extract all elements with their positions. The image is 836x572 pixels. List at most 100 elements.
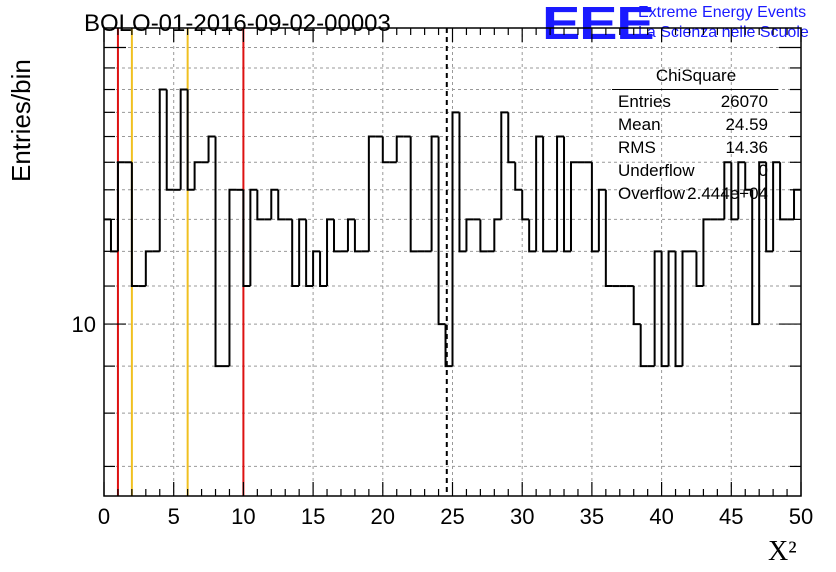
histogram-bin — [130, 162, 139, 288]
x-tick-label: 25 — [440, 504, 464, 529]
stats-value: 14.36 — [725, 138, 768, 157]
histogram-bin — [451, 111, 460, 367]
histogram-bin — [277, 189, 286, 221]
histogram-bin — [109, 219, 118, 253]
x-tick-label: 50 — [789, 504, 813, 529]
histogram-bin — [521, 189, 530, 221]
y-axis-label: Entries/bin — [6, 59, 36, 182]
histogram-bin — [458, 112, 467, 253]
x-tick-label: 5 — [168, 504, 180, 529]
histogram-bin — [333, 219, 341, 253]
histogram-bin — [326, 218, 335, 287]
histogram-bin — [563, 136, 571, 253]
histogram-bin — [298, 218, 307, 287]
histogram-bin — [542, 136, 551, 253]
histogram-bin — [639, 324, 648, 368]
histogram-bin — [597, 188, 606, 252]
histogram-bin — [346, 218, 355, 252]
x-tick-label: 0 — [98, 504, 110, 529]
histogram-bin — [493, 218, 502, 252]
histogram-bin — [779, 162, 788, 221]
histogram-bin — [772, 161, 781, 252]
histogram-bin — [437, 136, 446, 326]
x-axis-label: X² — [768, 536, 797, 568]
histogram-bin — [702, 218, 711, 287]
histogram-bin — [179, 88, 188, 190]
histogram-bin — [744, 162, 753, 191]
logo-subtitle-line1: Extreme Energy Events — [638, 4, 807, 21]
x-tick-label: 15 — [301, 504, 325, 529]
histogram-bin — [730, 162, 739, 221]
histogram-bin — [514, 162, 523, 191]
histogram-bin — [158, 88, 167, 252]
histogram-bin — [507, 112, 516, 164]
histogram-bin — [395, 135, 404, 163]
stats-key: Entries — [618, 92, 671, 111]
histogram-bin — [305, 219, 314, 288]
histogram-bin — [556, 135, 565, 252]
histogram-bin — [737, 161, 746, 220]
histogram-bin — [758, 161, 767, 325]
histogram-bin — [214, 136, 223, 368]
histogram-bin — [319, 251, 328, 288]
x-tick-label: 20 — [371, 504, 395, 529]
histogram-bin — [291, 219, 300, 288]
x-tick-label: 35 — [580, 504, 604, 529]
histogram-bin — [381, 136, 390, 164]
stats-box: ChiSquare Entries 26070 Mean 24.59 RMS 1… — [612, 64, 782, 206]
stats-value: 2.444e+04 — [687, 184, 768, 203]
histogram-bin — [590, 162, 599, 253]
histogram-bin — [353, 219, 362, 253]
histogram-bin — [695, 251, 704, 288]
x-axis-label-text: X² — [768, 536, 797, 567]
histogram-bin — [409, 136, 418, 253]
histogram-bin — [207, 135, 216, 163]
histogram-bin — [444, 324, 453, 368]
histogram-bin — [256, 189, 265, 221]
stats-value: 26070 — [720, 92, 768, 111]
histogram-bin — [465, 218, 474, 252]
histogram-bin — [674, 251, 683, 368]
stats-value: 24.59 — [725, 115, 768, 134]
histogram-bin — [681, 250, 690, 367]
histogram-bin — [765, 162, 774, 253]
chart-title: BOLO-01-2016-09-02-00003 — [84, 10, 391, 37]
histogram-bin — [312, 250, 321, 287]
histogram-bin — [430, 135, 439, 252]
histogram-bin — [186, 89, 195, 191]
x-tick-label: 10 — [231, 504, 255, 529]
histogram-bin — [569, 161, 578, 252]
histogram-bin — [528, 219, 537, 253]
x-tick-label: 40 — [649, 504, 673, 529]
histogram-bin — [500, 111, 509, 220]
histogram-bin — [667, 250, 676, 367]
x-tick-label: 30 — [510, 504, 534, 529]
histogram-bin — [270, 188, 279, 220]
histogram-bin — [367, 135, 376, 252]
histogram-bin — [144, 250, 153, 287]
histogram-bin — [165, 89, 174, 191]
histogram-bin — [116, 161, 125, 252]
histogram-bin — [793, 188, 801, 220]
histogram-bin — [632, 286, 641, 326]
histogram-bin — [535, 135, 544, 252]
eee-logo: EEE — [542, 0, 655, 49]
histogram-bin — [228, 188, 237, 367]
stats-value: 0 — [758, 161, 768, 180]
histogram-bin — [751, 189, 760, 326]
y-tick-label: 10 — [72, 312, 96, 337]
histogram-bin — [723, 161, 732, 220]
stats-title: ChiSquare — [655, 66, 737, 85]
histogram-bin — [653, 250, 662, 367]
stats-key: RMS — [618, 138, 656, 157]
histogram-bin — [249, 188, 258, 287]
stats-key: Underflow — [618, 161, 695, 180]
x-tick-label: 45 — [719, 504, 743, 529]
histogram-bin — [604, 189, 613, 288]
histogram-bin — [479, 219, 488, 253]
histogram-bin — [193, 161, 202, 190]
histogram-bin — [242, 189, 251, 288]
stats-key: Mean — [618, 115, 661, 134]
histogram-bin — [660, 251, 669, 368]
